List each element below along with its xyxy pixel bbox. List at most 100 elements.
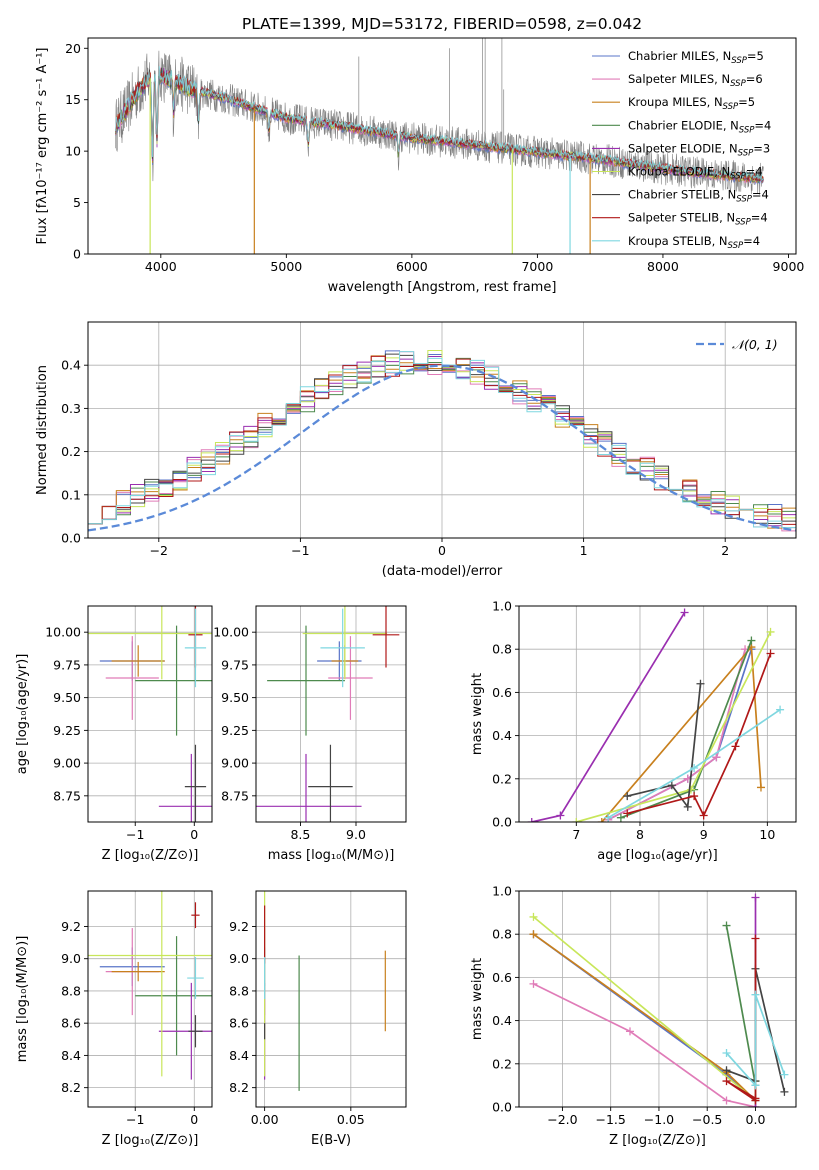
panel-mass-vs-ebv: 0.00 0.05 8.2 8.4 8.6 8.8 9.0 9.2 E(B-V) [229, 890, 407, 1148]
weight-marker [766, 627, 775, 636]
y-tick-label: 9.00 [221, 756, 249, 771]
x-tick-label: −2 [150, 543, 168, 558]
y-tick-label: 10.00 [45, 625, 81, 640]
y-tick-label: 0.0 [492, 1100, 512, 1115]
weight-marker [780, 1087, 789, 1096]
weight-marker [699, 811, 708, 820]
legend-val: =4 [751, 211, 768, 225]
weight-marker [690, 792, 699, 801]
weight-marker [597, 818, 606, 822]
panel-weight-vs-z: −2.0 −1.5 −1.0 −0.5 0.0 0.0 0.2 0.4 0.6 0.8 1.0 Z [… [470, 884, 797, 1148]
y-tick-label: 1.0 [492, 599, 512, 614]
weight-marker [731, 742, 740, 751]
legend-sub: SSP [731, 56, 747, 66]
x-axis-label: Z [log₁₀(Z/Z⊙)] [609, 1133, 706, 1148]
normal-curve [88, 364, 796, 532]
legend-val: =5 [738, 95, 755, 109]
x-tick-label: 4000 [145, 259, 177, 274]
x-tick-label: 0.00 [251, 1112, 279, 1127]
y-tick-label: 0.3 [61, 401, 81, 416]
model-spectrum [115, 66, 764, 182]
y-tick-label: 8.6 [61, 1016, 81, 1031]
legend-entry: Kroupa STELIB, NSSP=4 [628, 234, 760, 251]
weight-marker [722, 1096, 731, 1105]
y-tick-label: 0.6 [492, 685, 512, 700]
weight-marker [529, 979, 538, 988]
weight-marker [722, 1049, 731, 1057]
legend-entry: Chabrier MILES, NSSP=5 [628, 49, 764, 66]
y-tick-label: 9.0 [229, 951, 249, 966]
axes-frame [518, 605, 797, 823]
histogram-series [88, 351, 796, 538]
weight-marker [751, 990, 760, 999]
x-tick-label: −1.5 [596, 1112, 626, 1127]
y-tick-label: 9.25 [53, 723, 81, 738]
plot-area-age-vs-z [88, 606, 212, 822]
legend-entry: 𝒩(0, 1) [732, 337, 778, 352]
weight-marker [722, 1066, 731, 1075]
weight-marker [780, 1070, 789, 1079]
weight-series [531, 612, 686, 822]
panel-weight-vs-age: 7 8 9 10 0.0 0.2 0.4 0.6 0.8 1.0 age [log₁₀(age/yr… [470, 599, 797, 863]
y-tick-label: 1.0 [492, 884, 512, 899]
axes-frame [518, 890, 797, 1108]
plot-area-mass-vs-z [88, 891, 212, 1080]
panel-age-vs-z: −1 0 8.75 9.00 9.25 9.50 9.75 10.00 Z [log₁₀(Z/Z… [15, 605, 213, 863]
y-tick-label: 8.2 [229, 1080, 249, 1095]
y-tick-label: 9.75 [221, 657, 249, 672]
weight-marker [529, 930, 538, 939]
x-tick-label: 6000 [396, 259, 428, 274]
y-tick-label: 0.2 [492, 1056, 512, 1071]
x-tick-label: 10 [759, 827, 775, 842]
plot-area-residual-histogram [88, 349, 796, 538]
legend-entry: Salpeter STELIB, NSSP=4 [628, 211, 768, 228]
x-tick-label: 7000 [521, 259, 553, 274]
weight-marker [556, 811, 565, 820]
weight-marker [604, 813, 613, 822]
y-tick-label: 8.6 [229, 1016, 249, 1031]
legend-entry: Kroupa MILES, NSSP=5 [628, 95, 755, 112]
y-axis-label: mass weight [470, 673, 485, 755]
legend-entry: Chabrier STELIB, NSSP=4 [628, 188, 769, 205]
legend-entry: Salpeter ELODIE, NSSP=3 [628, 141, 770, 158]
legend-val: =6 [746, 72, 763, 86]
x-tick-label: −0.5 [692, 1112, 722, 1127]
weight-marker [751, 893, 760, 902]
weight-marker [572, 818, 581, 822]
legend-entry: Salpeter MILES, NSSP=6 [628, 72, 763, 89]
weight-marker [712, 753, 721, 762]
weight-marker [751, 1081, 760, 1090]
weight-marker [751, 934, 760, 943]
x-tick-label: 8000 [647, 259, 679, 274]
y-tick-label: 0.8 [492, 927, 512, 942]
legend-val: =4 [754, 118, 771, 132]
weight-marker [623, 809, 632, 818]
x-tick-label: −1 [291, 543, 309, 558]
weight-marker [527, 818, 536, 822]
legend-sub: SSP [738, 148, 754, 158]
x-tick-label: 2 [721, 543, 729, 558]
x-tick-label: 0.05 [337, 1112, 365, 1127]
x-axis-label: Z [log₁₀(Z/Z⊙)] [102, 1133, 199, 1148]
y-tick-label: 0.4 [492, 1013, 512, 1028]
y-tick-label: 0.8 [492, 642, 512, 657]
y-tick-label: 0.6 [492, 970, 512, 985]
y-tick-label: 8.2 [61, 1080, 81, 1095]
x-axis-label: age [log₁₀(age/yr)] [597, 848, 718, 863]
plot-area-weight-vs-age [527, 608, 785, 822]
y-tick-label: 0.0 [61, 531, 81, 546]
axes-frame [87, 890, 213, 1108]
y-tick-label: 0.1 [61, 487, 81, 502]
y-tick-label: 5 [73, 195, 81, 210]
y-tick-label: 0.2 [492, 771, 512, 786]
legend-sub: SSP [723, 102, 739, 112]
x-tick-label: 0 [438, 543, 446, 558]
weight-series [533, 983, 756, 1107]
axes-frame [87, 605, 213, 823]
x-axis-label: E(B-V) [311, 1133, 351, 1148]
weight-marker [766, 649, 775, 658]
x-tick-label: 5000 [270, 259, 302, 274]
y-tick-label: 0 [73, 247, 81, 262]
y-tick-label: 8.8 [61, 983, 81, 998]
